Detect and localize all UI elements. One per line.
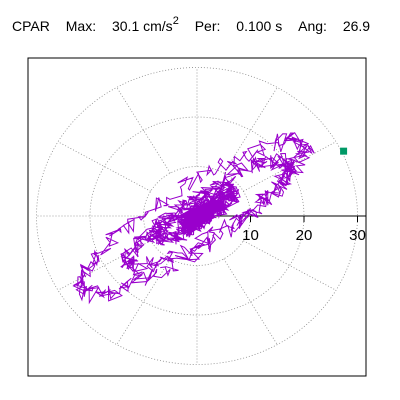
max-unit: cm/s2 bbox=[143, 15, 179, 34]
max-unit-exponent: 2 bbox=[172, 15, 179, 27]
peak-marker bbox=[340, 147, 348, 155]
period-value: 0.100 s bbox=[236, 18, 283, 34]
max-label: Max: bbox=[65, 18, 97, 34]
grid-spoke-300 bbox=[223, 258, 278, 345]
grid-spoke-120 bbox=[116, 87, 171, 174]
tick-label-30: 30 bbox=[349, 227, 366, 244]
grid-spoke-150 bbox=[57, 141, 151, 192]
angle-label: Ang: bbox=[298, 18, 327, 34]
plot-frame bbox=[27, 57, 367, 377]
radial-ticks: 10 20 30 bbox=[242, 216, 366, 244]
angle-value: 26.9 bbox=[342, 18, 371, 34]
max-value: 30.1 bbox=[111, 18, 140, 34]
grid-spoke-330 bbox=[243, 240, 337, 291]
chart-title: CPAR Max: 30.1 cm/s2 Per: 0.100 s Ang: 2… bbox=[12, 15, 371, 38]
motion-trace bbox=[72, 131, 315, 305]
period-label: Per: bbox=[194, 18, 221, 34]
tick-label-20: 20 bbox=[296, 227, 313, 244]
station-code: CPAR bbox=[12, 18, 50, 34]
grid-spoke-210 bbox=[57, 240, 151, 291]
grid-spoke-240 bbox=[116, 258, 171, 345]
grid-spoke-30 bbox=[243, 141, 337, 192]
grid-spoke-60 bbox=[223, 87, 278, 174]
tick-label-10: 10 bbox=[242, 227, 259, 244]
